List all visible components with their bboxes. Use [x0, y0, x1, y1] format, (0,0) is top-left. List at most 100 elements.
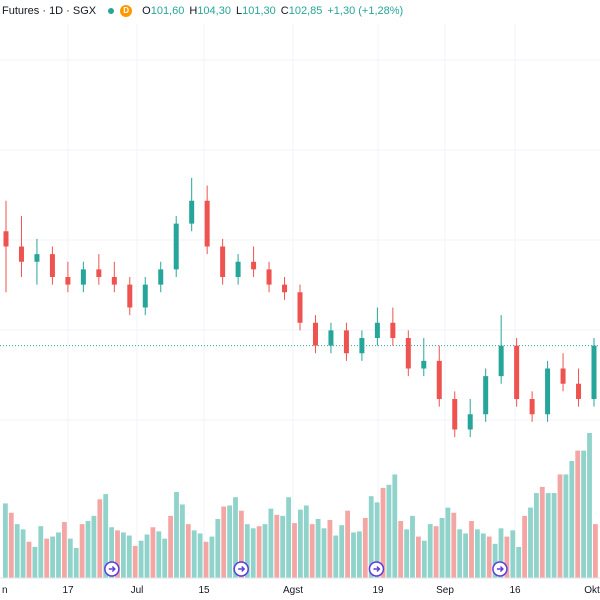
- volume-bar: [132, 545, 138, 578]
- arrow-right-circle-icon[interactable]: [233, 561, 249, 577]
- volume-bar: [162, 538, 168, 578]
- volume-bar: [545, 493, 551, 578]
- candle-body: [312, 322, 318, 346]
- candle-body: [282, 284, 288, 293]
- high-value: 104,30: [197, 5, 231, 17]
- volume-bar: [368, 496, 374, 578]
- candle-body: [18, 246, 24, 262]
- volume-bar: [374, 502, 380, 578]
- volume-bar: [156, 531, 162, 578]
- candle-body: [65, 277, 71, 285]
- volume-bar: [38, 526, 44, 578]
- volume-bar: [416, 536, 421, 578]
- volume-bar: [233, 497, 238, 578]
- volume-bar: [168, 515, 173, 578]
- candle-body: [390, 322, 396, 338]
- volume-bar: [362, 517, 368, 578]
- low-label: L: [235, 5, 243, 17]
- volume-bar: [581, 450, 586, 578]
- close-value: 102,85: [288, 5, 323, 17]
- volume-bar: [303, 505, 309, 578]
- volume-bar: [138, 540, 144, 578]
- volume-bar: [250, 528, 256, 578]
- volume-bar: [227, 505, 232, 578]
- volume-bar: [333, 535, 339, 578]
- volume-bar: [510, 530, 516, 578]
- volume-bar: [50, 536, 55, 578]
- volume-bar: [410, 515, 415, 578]
- volume-bar: [469, 521, 474, 578]
- volume-bar: [79, 524, 85, 578]
- candle-body: [421, 360, 427, 369]
- candle-body: [374, 322, 380, 338]
- volume-bar: [85, 521, 91, 578]
- volume-bar: [14, 524, 20, 578]
- volume-bar: [150, 527, 156, 578]
- volume-bar: [244, 524, 250, 578]
- ohlc-values: O101,60 H104,30 L101,30 C102,85 +1,30 (+…: [142, 5, 403, 17]
- volume-bar: [451, 512, 457, 578]
- volume-bar: [593, 524, 598, 578]
- delay-badge[interactable]: D: [120, 5, 133, 17]
- volume-bar: [174, 492, 179, 578]
- x-tick-label: Agst: [283, 585, 303, 596]
- close-label: C: [280, 5, 289, 17]
- volume-bar: [144, 534, 150, 578]
- candle-body: [80, 269, 86, 285]
- volume-bar: [575, 450, 581, 578]
- candle-body: [436, 360, 442, 399]
- volume-bar: [8, 512, 14, 578]
- volume-bar: [463, 533, 468, 578]
- volume-bar: [339, 525, 345, 578]
- volume-bar: [480, 533, 486, 578]
- volume-bar: [421, 540, 427, 578]
- volume-bar: [185, 524, 191, 578]
- volume-bar: [539, 486, 545, 578]
- volume-bar: [121, 532, 126, 578]
- volume-bar: [309, 524, 315, 578]
- candle-body: [514, 345, 520, 399]
- symbol-title[interactable]: Futures · 1D · SGX: [2, 5, 97, 17]
- green-dot-icon: [108, 8, 115, 14]
- volume-bar: [504, 536, 510, 578]
- volume-bar: [115, 530, 120, 578]
- volume-bar: [380, 487, 386, 578]
- volume-bar: [292, 523, 297, 578]
- arrow-right-circle-icon[interactable]: [104, 561, 120, 577]
- volume-bar: [91, 515, 97, 578]
- volume-bar: [398, 521, 404, 578]
- volume-bar: [103, 494, 109, 578]
- volume-bar: [315, 518, 321, 578]
- volume-bar: [557, 474, 563, 578]
- candle-body: [220, 246, 226, 277]
- high-label: H: [189, 5, 198, 17]
- volume-bar: [522, 515, 527, 578]
- candle-body: [545, 368, 551, 415]
- volume-bar: [569, 460, 575, 578]
- x-tick-label: 17: [62, 585, 74, 596]
- candle-body: [529, 399, 535, 415]
- x-tick-label: Okt: [584, 585, 600, 596]
- candle-body: [467, 414, 473, 430]
- arrow-right-circle-icon[interactable]: [492, 561, 508, 577]
- candle-body: [576, 383, 582, 399]
- candle-body: [405, 338, 411, 369]
- volume-bar: [274, 514, 280, 578]
- volume-bar: [587, 433, 592, 578]
- volume-bar: [475, 529, 480, 578]
- volume-bar: [62, 522, 67, 578]
- arrow-right-circle-icon[interactable]: [368, 561, 385, 577]
- volume-bar: [180, 504, 185, 578]
- volume-bar: [457, 529, 463, 578]
- x-tick-label: Jul: [131, 585, 144, 596]
- candle-body: [452, 399, 458, 430]
- volume-bar: [191, 530, 197, 578]
- volume-bar: [439, 517, 445, 578]
- x-tick-label: Sep: [436, 585, 454, 596]
- open-value: 101,60: [150, 5, 185, 17]
- candle-body: [158, 269, 164, 285]
- volume-bar: [221, 506, 227, 578]
- volume-bar: [32, 546, 38, 578]
- candle-body: [498, 345, 504, 377]
